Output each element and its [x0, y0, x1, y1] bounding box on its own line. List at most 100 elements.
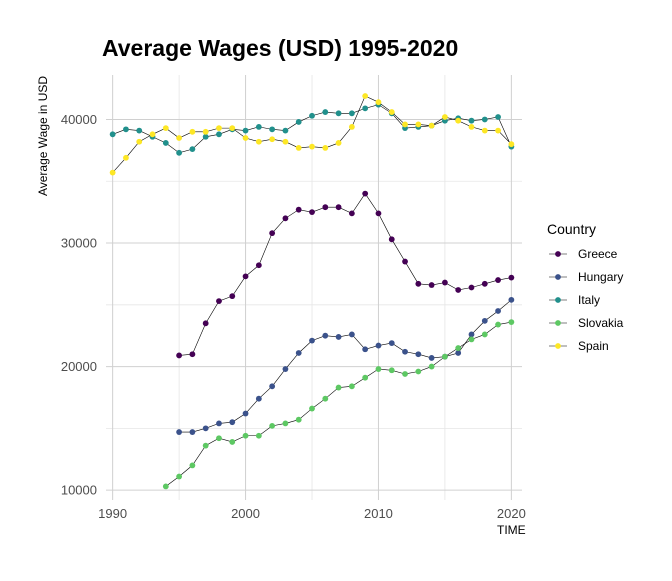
data-point-spain	[468, 123, 475, 130]
data-point-spain	[282, 138, 289, 145]
legend-item-slovakia: Slovakia	[549, 316, 624, 330]
data-point-italy	[202, 133, 209, 140]
data-point-spain	[495, 127, 501, 134]
data-point-hungary	[495, 308, 501, 314]
data-point-hungary	[428, 355, 435, 361]
data-point-spain	[149, 131, 156, 138]
data-point-slovakia	[229, 439, 236, 445]
data-point-hungary	[202, 425, 209, 432]
data-point-spain	[162, 125, 169, 132]
x-tick-label: 2010	[364, 506, 393, 521]
data-point-spain	[309, 143, 315, 150]
data-point-spain	[136, 138, 143, 145]
data-point-greece	[375, 210, 382, 217]
data-point-slovakia	[388, 367, 395, 374]
data-point-slovakia	[322, 395, 329, 402]
data-point-italy	[495, 114, 501, 120]
axes: 1990 2000 2010 2020 10000 20000 30000 40000	[61, 112, 526, 521]
data-point-hungary	[255, 395, 262, 402]
data-point-hungary	[415, 351, 422, 358]
data-point-italy	[468, 117, 475, 124]
data-point-slovakia	[455, 345, 462, 351]
data-point-slovakia	[415, 368, 422, 375]
legend-item-spain: Spain	[549, 339, 609, 353]
data-point-italy	[282, 127, 289, 134]
data-point-spain	[415, 121, 422, 128]
legend-label-italy: Italy	[578, 293, 600, 307]
data-point-italy	[109, 131, 116, 138]
data-point-italy	[309, 112, 315, 119]
data-point-slovakia	[481, 331, 488, 338]
x-axis-label: TIME	[497, 523, 526, 537]
data-point-italy	[136, 127, 143, 134]
data-point-italy	[216, 131, 222, 138]
data-point-hungary	[455, 350, 462, 356]
data-point-hungary	[335, 334, 342, 340]
data-point-slovakia	[295, 416, 302, 423]
data-point-spain	[123, 154, 129, 161]
data-point-slovakia	[255, 432, 262, 439]
data-point-spain	[295, 144, 302, 151]
data-point-italy	[295, 119, 302, 125]
data-point-slovakia	[442, 353, 448, 360]
data-point-italy	[322, 109, 329, 115]
y-tick-label: 30000	[61, 236, 97, 251]
data-point-greece	[481, 280, 488, 287]
data-point-italy	[362, 105, 369, 112]
data-point-greece	[309, 209, 315, 216]
data-point-spain	[335, 140, 342, 146]
data-point-greece	[242, 273, 249, 280]
data-point-hungary	[189, 429, 196, 435]
data-point-greece	[455, 287, 462, 293]
data-point-slovakia	[508, 319, 515, 325]
data-point-spain	[229, 125, 236, 132]
data-point-greece	[428, 282, 435, 288]
data-point-italy	[255, 123, 262, 130]
data-point-slovakia	[189, 462, 196, 469]
y-tick-label: 20000	[61, 359, 97, 374]
data-point-greece	[189, 351, 196, 358]
data-point-spain	[322, 144, 329, 151]
data-point-spain	[375, 99, 382, 106]
data-point-spain	[508, 141, 515, 148]
data-point-greece	[255, 262, 262, 269]
data-point-slovakia	[362, 374, 369, 381]
data-point-hungary	[362, 346, 369, 353]
legend-label-greece: Greece	[578, 247, 618, 261]
data-point-spain	[176, 135, 182, 141]
legend-item-greece: Greece	[549, 247, 618, 261]
data-point-hungary	[229, 419, 236, 426]
data-point-greece	[282, 215, 289, 222]
data-point-greece	[322, 204, 329, 211]
data-point-spain	[109, 169, 116, 176]
data-point-greece	[229, 293, 236, 300]
data-point-spain	[189, 128, 196, 135]
data-point-slovakia	[216, 435, 222, 442]
data-point-slovakia	[375, 366, 382, 372]
data-point-slovakia	[242, 432, 249, 439]
data-point-spain	[269, 136, 276, 143]
data-point-slovakia	[282, 420, 289, 427]
data-point-italy	[189, 146, 196, 153]
data-point-spain	[348, 123, 355, 130]
data-point-slovakia	[335, 384, 342, 391]
data-point-spain	[428, 122, 435, 129]
series-line-greece	[179, 193, 512, 356]
chart-title: Average Wages (USD) 1995-2020	[102, 35, 458, 61]
data-point-slovakia	[162, 483, 169, 490]
data-point-italy	[176, 149, 182, 156]
legend-item-hungary: Hungary	[549, 270, 623, 284]
data-point-greece	[216, 298, 222, 304]
data-point-spain	[481, 127, 488, 134]
data-point-hungary	[269, 383, 276, 390]
data-point-spain	[255, 138, 262, 145]
data-point-greece	[508, 274, 515, 281]
legend-label-slovakia: Slovakia	[578, 316, 624, 330]
data-point-slovakia	[428, 363, 435, 370]
series-line-hungary	[179, 299, 512, 433]
legend-label-spain: Spain	[578, 339, 609, 353]
data-point-slovakia	[269, 422, 276, 429]
legend-key-point	[555, 320, 561, 326]
data-point-greece	[388, 236, 395, 243]
